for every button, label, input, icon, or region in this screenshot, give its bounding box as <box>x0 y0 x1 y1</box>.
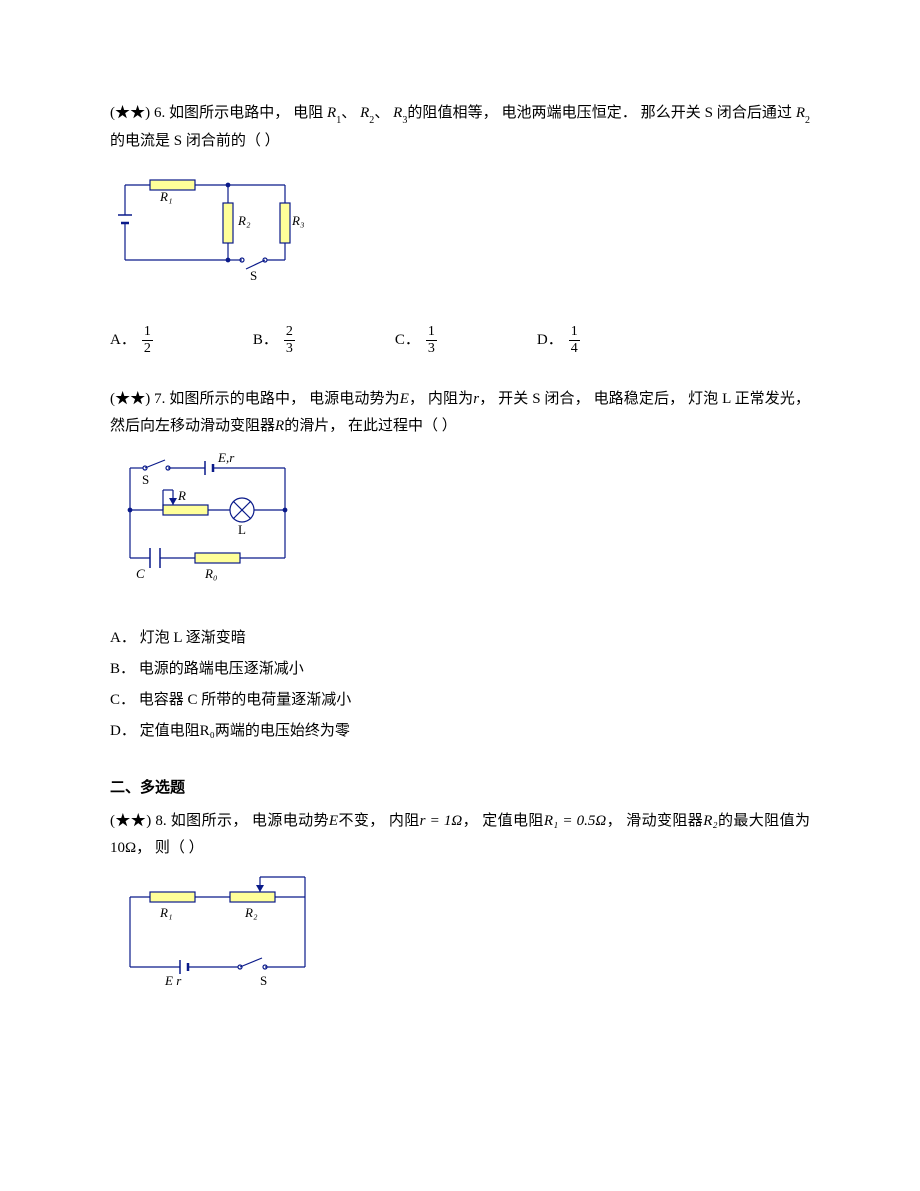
q7-options: A． 灯泡 L 逐渐变暗 B． 电源的路端电压逐渐减小 C． 电容器 C 所带的… <box>110 625 810 745</box>
question-number: 7. <box>154 391 165 407</box>
option-b[interactable]: B． 23 <box>253 325 295 356</box>
label-C: C <box>136 566 145 581</box>
option-b[interactable]: B． 电源的路端电压逐渐减小 <box>110 656 810 683</box>
difficulty-stars: (★★) <box>110 105 150 121</box>
difficulty-stars: (★★) <box>110 813 151 829</box>
option-a[interactable]: A． 12 <box>110 325 153 356</box>
question-7-text: (★★) 7. 如图所示的电路中， 电源电动势为E， 内阻为r， 开关 S 闭合… <box>110 386 810 440</box>
q6-circuit-diagram: R₁ R₂ R₃ S <box>110 165 810 295</box>
q6-options: A． 12 B． 23 C． 13 D． 14 <box>110 325 810 356</box>
label-S: S <box>250 268 257 283</box>
label-R0: R₀ <box>204 566 217 581</box>
label-R1: R₁ <box>159 189 172 204</box>
section-2-title: 二、多选题 <box>110 775 810 802</box>
label-R1: R₁ <box>159 905 172 920</box>
option-c[interactable]: C． 13 <box>395 325 437 356</box>
option-c[interactable]: C． 电容器 C 所带的电荷量逐渐减小 <box>110 687 810 714</box>
label-R2: R₂ <box>244 905 258 920</box>
question-6-text: (★★) 6. 如图所示电路中， 电阻 R1、 R2、 R3的阻值相等， 电池两… <box>110 100 810 155</box>
question-8-text: (★★) 8. 如图所示， 电源电动势E不变， 内阻r = 1Ω， 定值电阻R₁… <box>110 808 810 862</box>
label-R3: R₃ <box>291 213 304 228</box>
label-Er: E r <box>164 973 182 988</box>
q8-circuit-diagram: R₁ R₂ E r S <box>110 872 810 1002</box>
label-R2: R₂ <box>237 213 251 228</box>
option-d[interactable]: D． 定值电阻R₀两端的电压始终为零 <box>110 718 810 745</box>
label-S: S <box>142 472 149 487</box>
label-R: R <box>177 488 186 503</box>
question-number: 8. <box>155 813 166 829</box>
question-number: 6. <box>154 105 165 121</box>
difficulty-stars: (★★) <box>110 391 150 407</box>
label-Er: E,r <box>217 450 235 465</box>
option-d[interactable]: D． 14 <box>537 325 580 356</box>
option-a[interactable]: A． 灯泡 L 逐渐变暗 <box>110 625 810 652</box>
label-S: S <box>260 973 267 988</box>
label-L: L <box>238 522 246 537</box>
q7-circuit-diagram: E,r S R L C R₀ <box>110 450 810 595</box>
